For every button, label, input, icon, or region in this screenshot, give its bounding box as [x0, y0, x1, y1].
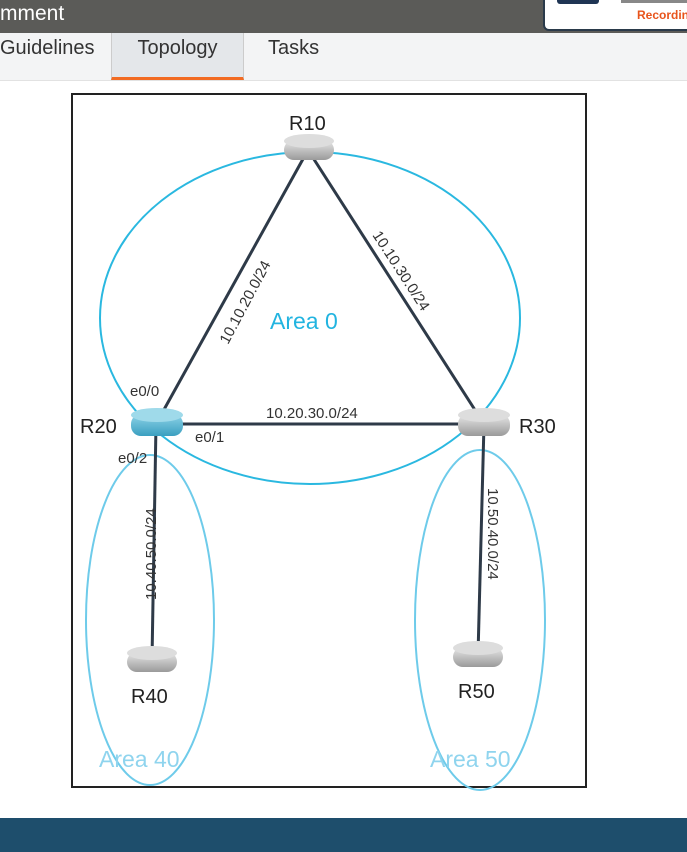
- router-r30-icon: [458, 408, 510, 436]
- router-r50-icon: [453, 641, 503, 667]
- link-r10-r30: [306, 149, 486, 425]
- tab-guidelines[interactable]: Guidelines: [0, 37, 95, 59]
- recording-widget[interactable]: Recordin: [543, 0, 687, 31]
- link-label-r30-r50: 10.50.40.0/24: [484, 488, 501, 580]
- window-title: mment: [0, 2, 65, 25]
- link-label-r20-r40: 10.40.50.0/24: [143, 508, 160, 600]
- recording-control[interactable]: [557, 0, 599, 4]
- area-40-boundary: [85, 454, 215, 786]
- interface-e0-2: e0/2: [118, 450, 147, 467]
- title-bar: mment Recordin: [0, 0, 687, 33]
- router-r40-label: R40: [131, 686, 168, 708]
- tab-bar: Guidelines Topology Tasks: [0, 33, 687, 81]
- bottom-bar: [0, 818, 687, 852]
- tab-tasks[interactable]: Tasks: [268, 37, 320, 59]
- area-50-boundary: [414, 449, 546, 791]
- router-r20-icon: [131, 408, 183, 436]
- recording-preview: [621, 0, 687, 3]
- link-r20-r40: [150, 423, 158, 661]
- tab-topology[interactable]: Topology: [111, 33, 244, 80]
- router-r10-icon: [284, 134, 334, 160]
- link-r30-r50: [476, 423, 486, 656]
- router-r10-label: R10: [289, 113, 326, 135]
- link-r10-r20: [154, 149, 310, 425]
- diagram-frame: [71, 93, 587, 788]
- router-r20-label: R20: [80, 416, 117, 438]
- interface-e0-0: e0/0: [130, 383, 159, 400]
- router-r40-icon: [127, 646, 177, 672]
- interface-e0-1: e0/1: [195, 429, 224, 446]
- link-label-r20-r30: 10.20.30.0/24: [266, 405, 358, 422]
- area-0-label: Area 0: [270, 308, 338, 334]
- router-r30-label: R30: [519, 416, 556, 438]
- router-r50-label: R50: [458, 681, 495, 703]
- area-50-label: Area 50: [430, 746, 511, 772]
- recording-label: Recordin: [637, 8, 687, 22]
- area-40-label: Area 40: [99, 746, 180, 772]
